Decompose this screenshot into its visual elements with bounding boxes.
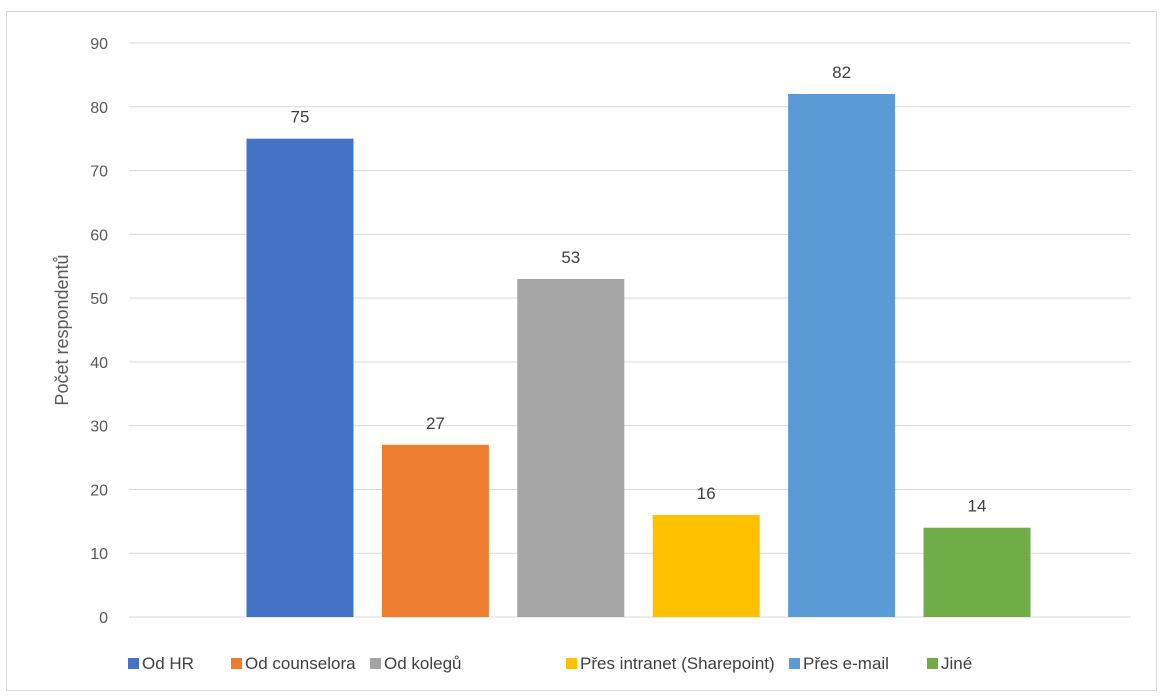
legend-swatch — [927, 658, 938, 669]
bar — [788, 94, 896, 618]
bar — [381, 444, 489, 617]
bar — [652, 514, 760, 617]
y-tick-label: 10 — [90, 546, 108, 563]
y-tick-label: 60 — [90, 227, 108, 244]
y-tick-label: 80 — [90, 100, 108, 117]
legend-label: Přes intranet (Sharepoint) — [580, 654, 775, 673]
data-label: 16 — [697, 484, 716, 503]
legend-label: Od counselora — [245, 654, 356, 673]
bar — [923, 527, 1031, 617]
y-axis-label: Počet respondentů — [52, 254, 72, 405]
legend-label: Jiné — [941, 654, 972, 673]
y-tick-label: 90 — [90, 36, 108, 53]
legend-swatch — [566, 658, 577, 669]
y-tick-label: 50 — [90, 291, 108, 308]
legend-swatch — [370, 658, 381, 669]
y-tick-label: 70 — [90, 164, 108, 181]
legend-swatch — [128, 658, 139, 669]
legend-label: Přes e-mail — [803, 654, 889, 673]
y-tick-label: 40 — [90, 355, 108, 372]
bar — [246, 138, 354, 617]
bar — [517, 278, 625, 617]
legend-label: Od kolegů — [384, 654, 462, 673]
data-label: 27 — [426, 414, 445, 433]
legend-swatch — [231, 658, 242, 669]
data-label: 14 — [968, 497, 987, 516]
y-tick-label: 0 — [99, 610, 108, 627]
data-label: 82 — [832, 63, 851, 82]
legend-label: Od HR — [142, 654, 194, 673]
y-tick-label: 20 — [90, 482, 108, 499]
data-label: 75 — [291, 108, 310, 127]
legend-swatch — [789, 658, 800, 669]
data-label: 53 — [561, 248, 580, 267]
y-tick-label: 30 — [90, 419, 108, 436]
